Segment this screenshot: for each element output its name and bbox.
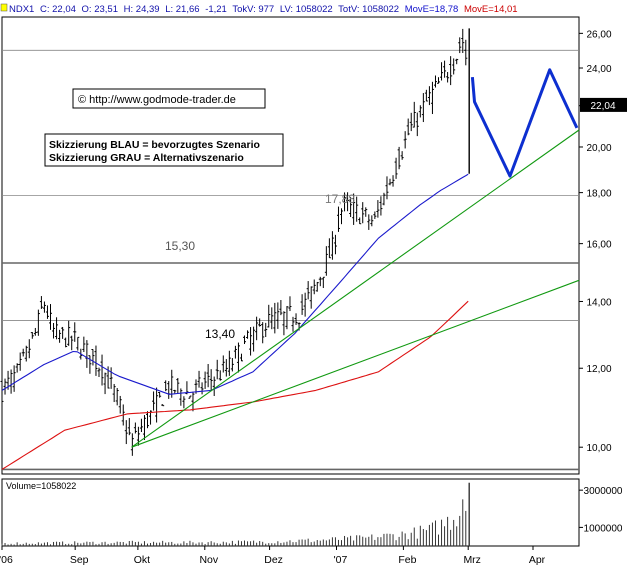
- level-label-1340: 13,40: [205, 327, 235, 341]
- y-tick-label: 26,00: [586, 29, 611, 40]
- header-totv: TotV: 1058022: [338, 4, 399, 15]
- last-price-badge: [580, 97, 627, 112]
- trendline-steep: [131, 129, 580, 448]
- price-axis: 10,0012,0014,0016,0018,0020,0022,0024,00…: [579, 29, 612, 454]
- volume-axis: 3000000 1000000: [579, 486, 623, 534]
- y-tick-label: 16,00: [586, 240, 611, 251]
- header-bar: [0, 0, 627, 17]
- x-tick-label: Dez: [264, 554, 283, 566]
- header-low: L: 21,66: [165, 4, 199, 15]
- volume-plot-frame: [1, 478, 580, 547]
- header-move-blue: MovE=18,78: [405, 4, 459, 15]
- volume-label: Volume=1058022: [6, 481, 76, 491]
- header-lv: LV: 1058022: [280, 4, 333, 15]
- scenario-blue-path: [470, 68, 579, 178]
- header-close: C: 22,04: [40, 4, 76, 15]
- y-tick-label: 24,00: [586, 64, 611, 75]
- price-plot-frame: [1, 16, 580, 475]
- header-change: -1,21: [205, 4, 227, 15]
- y-tick-label: 18,00: [586, 189, 611, 200]
- copyright-box: [72, 88, 266, 109]
- volume-bars: [1, 482, 470, 546]
- x-tick-label: '06: [0, 554, 13, 566]
- time-axis: '06 Sep Okt Nov Dez '07 Feb Mrz Apr: [0, 546, 546, 566]
- trendline-flat: [131, 279, 580, 448]
- level-label-1788: 17,88: [325, 192, 355, 206]
- indicator-lines: [1, 68, 580, 470]
- header-move-red: MovE=14,01: [464, 4, 518, 15]
- header-tokv: TokV: 977: [232, 4, 274, 15]
- y-tick-label: 10,00: [586, 443, 611, 454]
- legend-gray-text: Skizzierung GRAU = Alternativszenario: [49, 152, 244, 164]
- level-label-1530: 15,30: [165, 239, 195, 253]
- volume-tick-label: 1000000: [584, 523, 623, 534]
- volume-tick-label: 3000000: [584, 486, 623, 497]
- x-tick-label: Nov: [199, 554, 218, 566]
- header-symbol: NDX1: [9, 4, 34, 15]
- x-tick-label: Okt: [134, 554, 150, 566]
- x-tick-label: '07: [334, 554, 348, 566]
- x-tick-label: Mrz: [463, 554, 481, 566]
- y-tick-label: 12,00: [586, 364, 611, 375]
- y-tick-label: 20,00: [586, 143, 611, 154]
- horizontal-levels: [2, 49, 579, 471]
- header-high: H: 24,39: [124, 4, 160, 15]
- header-open: O: 23,51: [82, 4, 118, 15]
- scenario-legend-box: [44, 133, 284, 167]
- copyright-text: © http://www.godmode-trader.de: [78, 94, 236, 106]
- moving-average-red: [1, 300, 469, 470]
- x-tick-label: Feb: [398, 554, 416, 566]
- x-tick-label: Apr: [529, 554, 546, 566]
- y-tick-label: 14,00: [586, 297, 611, 308]
- x-tick-label: Sep: [70, 554, 89, 566]
- header-quote-text: NDX1 C: 22,04 O: 23,51 H: 24,39 L: 21,66…: [9, 4, 518, 15]
- last-price-text: 22,04: [590, 101, 615, 112]
- moving-average-blue: [1, 173, 469, 395]
- legend-blue-text: Skizzierung BLAU = bevorzugtes Szenario: [49, 139, 260, 151]
- header-color-swatch: [0, 3, 8, 12]
